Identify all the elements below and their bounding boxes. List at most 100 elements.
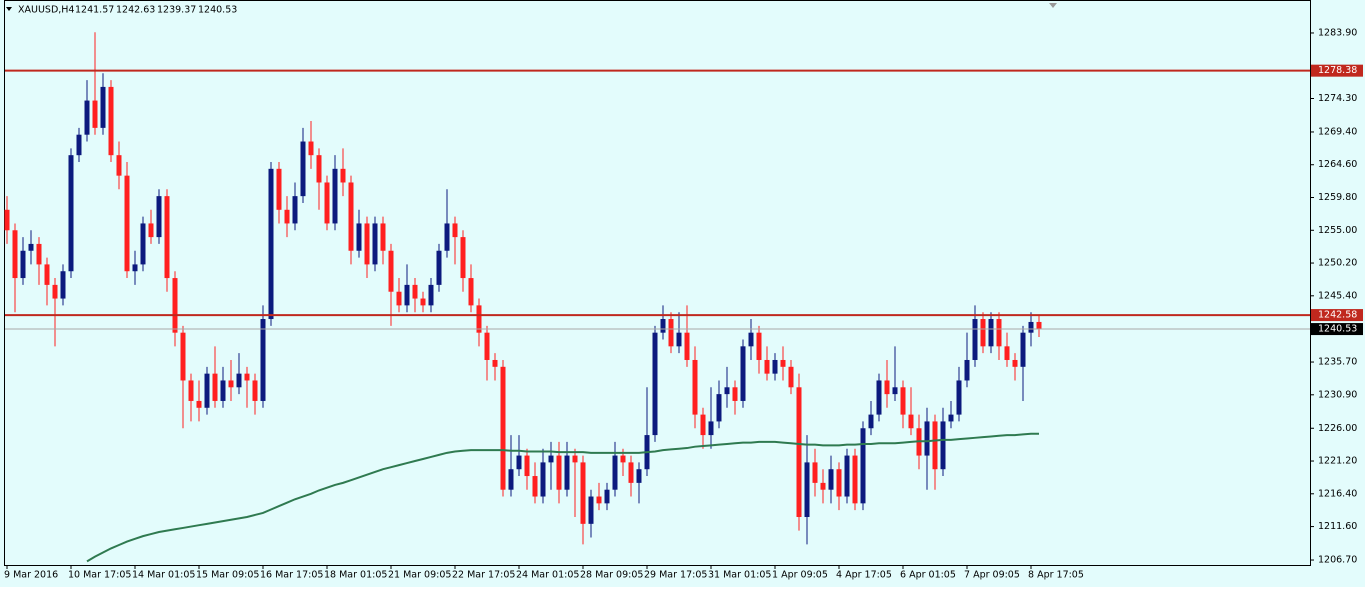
candle-body [108,86,114,156]
candle-body [972,319,978,360]
candle-body [228,380,234,388]
last-price-box [1311,323,1363,336]
x-tick-label: 24 Mar 01:05 [516,570,579,581]
candle-body [612,455,618,490]
candle-body [388,250,394,292]
candle-body [572,455,578,463]
candle-body [924,421,930,456]
candle-body [948,414,954,422]
candle-body [44,264,50,285]
candle-body [516,455,522,470]
candle-body [540,462,546,497]
level-box [1311,309,1363,322]
candle-body [836,469,842,497]
candle-body [716,394,722,422]
candle-body [156,196,162,238]
candle-body [772,359,778,374]
y-tick-label: 1206.70 [1318,555,1357,566]
candle-body [828,469,834,490]
candle-body [340,168,346,183]
candle-body [940,421,946,470]
candle-body [28,243,34,251]
candle-body [628,462,634,483]
shift-marker [1049,3,1057,8]
candle-body [4,209,10,231]
candle-body [564,455,570,490]
candle-body [76,134,82,156]
candle-body [308,141,314,156]
candle-body [476,305,482,333]
y-tick-label: 1211.60 [1318,521,1357,532]
last-price-label: 1240.53 [1318,324,1357,335]
candle-body [324,182,330,224]
candle-body [580,462,586,524]
candle-body [668,319,674,347]
y-tick-label: 1250.20 [1318,258,1357,269]
candle-body [964,359,970,381]
candle-body [148,223,154,238]
candle-body [740,346,746,401]
low-value: 1239.37 [157,5,196,16]
candle-body [132,264,138,272]
candle-body [556,455,562,490]
x-tick-label: 31 Mar 01:05 [708,570,771,581]
x-tick-label: 15 Mar 09:05 [196,570,259,581]
candle-body [812,462,818,483]
candle-body [700,414,706,436]
candle-body [260,319,266,401]
candle-body [956,380,962,415]
candle-body [180,332,186,381]
candle-body [620,455,626,463]
candle-body [252,380,258,401]
candle-body [84,100,90,135]
menu-arrow[interactable] [6,7,12,11]
x-tick-label: 4 Apr 17:05 [836,570,892,581]
y-tick-label: 1230.90 [1318,389,1357,400]
candle-body [796,387,802,518]
candle-body [484,332,490,360]
candle-body [724,387,730,395]
candle-body [684,332,690,360]
candle-body [60,271,66,299]
x-tick-label: 28 Mar 09:05 [580,570,643,581]
candle-body [492,359,498,367]
candle-body [804,462,810,518]
candle-body [292,196,298,224]
close-value: 1240.53 [198,5,237,16]
candle-body [508,469,514,490]
level-box [1311,64,1363,77]
candle-body [588,496,594,524]
candle-body [124,175,130,272]
candle-body [12,230,18,279]
candle-body [780,359,786,367]
candle-body [92,100,98,128]
symbol: XAUUSD,H4 [18,5,74,16]
candle-body [996,319,1002,347]
candle-body [524,455,530,477]
candle-body [36,243,42,265]
y-tick-label: 1255.00 [1318,225,1357,236]
x-tick-label: 10 Mar 17:05 [68,570,131,581]
candle-body [372,223,378,265]
candle-body [244,373,250,381]
candle-body [348,182,354,251]
candle-body [988,319,994,347]
moving-average [86,432,1039,563]
y-tick-label: 1245.40 [1318,290,1357,301]
x-tick-label: 21 Mar 09:05 [388,570,451,581]
y-tick-label: 1221.20 [1318,456,1357,467]
level-label: 1242.58 [1318,310,1357,321]
candle-body [236,373,242,388]
candle-body [676,332,682,347]
y-tick-label: 1283.90 [1318,27,1357,38]
candle-body [196,400,202,408]
candle-body [284,209,290,224]
candle-body [652,332,658,436]
high-value: 1242.63 [116,5,155,16]
candle-body [884,380,890,395]
x-tick-label: 1 Apr 09:05 [772,570,828,581]
candle-body [380,223,386,251]
candle-body [636,469,642,483]
candle-body [428,284,434,306]
